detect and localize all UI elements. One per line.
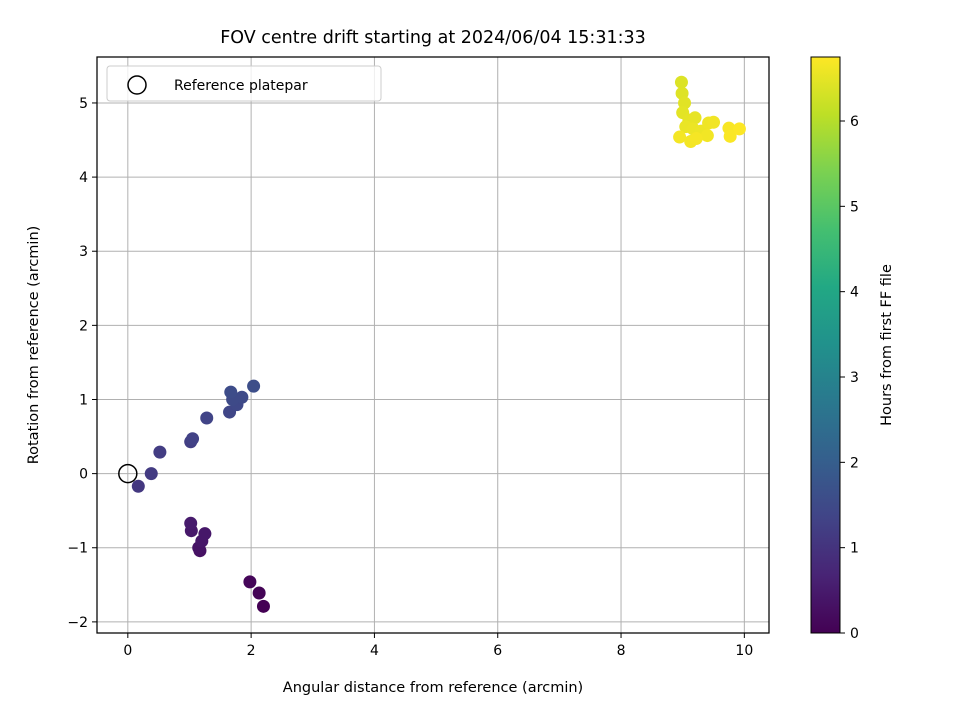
colorbar-ticks: 0 1 2 3 4 5 6 (840, 114, 859, 642)
data-point (243, 575, 257, 589)
colorbar: 0 1 2 3 4 5 6 Hours from first FF file (810, 56, 895, 642)
data-point (144, 467, 158, 481)
data-point (674, 75, 688, 89)
data-point (247, 379, 261, 393)
colorbar-tick-label: 4 (850, 285, 859, 301)
plot-area: 0 2 4 6 8 10 −2 −1 0 1 2 3 4 5 (67, 56, 770, 659)
data-points (131, 75, 746, 613)
y-axis-label: Rotation from reference (arcmin) (26, 226, 42, 465)
data-point (688, 111, 702, 125)
data-point (198, 527, 212, 541)
y-axis-ticks: −2 −1 0 1 2 3 4 5 (67, 96, 97, 631)
legend-label: Reference platepar (174, 78, 308, 94)
colorbar-gradient (810, 56, 841, 634)
data-point (153, 445, 167, 459)
colorbar-label: Hours from first FF file (879, 264, 895, 426)
grid (97, 57, 769, 633)
plot-frame (96, 56, 770, 634)
x-axis-label: Angular distance from reference (arcmin) (283, 680, 583, 696)
colorbar-tick-label: 6 (850, 114, 859, 130)
data-point (723, 129, 737, 143)
data-point (131, 479, 145, 493)
colorbar-tick-label: 0 (850, 626, 859, 642)
colorbar-tick-label: 2 (850, 455, 859, 471)
data-point (184, 516, 198, 530)
colorbar-tick-label: 1 (850, 541, 859, 557)
y-tick-label: 2 (79, 318, 88, 334)
y-tick-label: 1 (79, 392, 88, 408)
data-point (224, 385, 238, 399)
x-tick-label: 4 (370, 643, 379, 659)
x-tick-label: 6 (493, 643, 502, 659)
x-tick-label: 0 (123, 643, 132, 659)
y-tick-label: −2 (67, 615, 88, 631)
legend-box (106, 65, 382, 102)
legend-marker-icon (127, 75, 147, 95)
data-point (732, 122, 746, 136)
reference-platepar-marker (118, 463, 138, 484)
chart-title: FOV centre drift starting at 2024/06/04 … (220, 28, 646, 48)
x-axis-ticks: 0 2 4 6 8 10 (123, 633, 753, 659)
data-point (689, 132, 703, 146)
data-point (707, 115, 721, 129)
y-tick-label: 4 (79, 170, 88, 186)
y-tick-label: −1 (67, 541, 88, 557)
data-point (673, 130, 687, 144)
y-tick-label: 5 (79, 96, 88, 112)
x-tick-label: 2 (247, 643, 256, 659)
x-tick-label: 10 (735, 643, 753, 659)
y-tick-label: 3 (79, 244, 88, 260)
data-point (200, 411, 214, 425)
data-point (256, 599, 270, 613)
data-point (700, 129, 714, 143)
y-tick-label: 0 (79, 467, 88, 483)
legend: Reference platepar (106, 65, 382, 102)
data-point (678, 96, 692, 110)
data-point (252, 586, 266, 600)
colorbar-tick-label: 5 (850, 199, 859, 215)
colorbar-tick-label: 3 (850, 370, 859, 386)
data-point (186, 432, 200, 446)
x-tick-label: 8 (617, 643, 626, 659)
